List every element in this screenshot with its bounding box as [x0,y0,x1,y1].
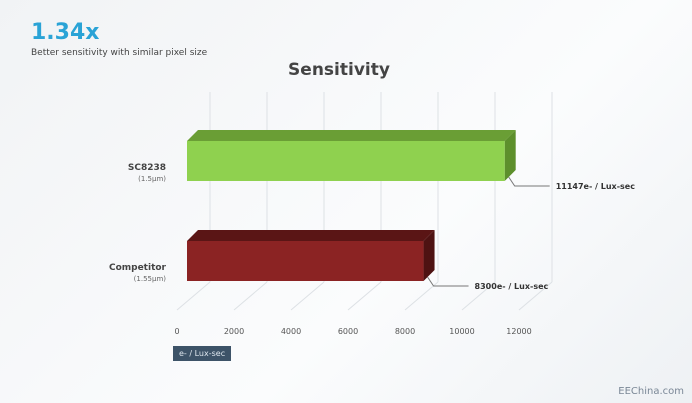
category-sublabel: (1.55µm) [134,275,167,283]
chart-title: Sensitivity [288,60,390,80]
gridline-diagonal [461,281,496,311]
subtitle: Better sensitivity with similar pixel si… [31,48,208,58]
leader-line [508,176,550,187]
gridline-diagonal [347,281,382,311]
gridline-diagonal [233,281,268,311]
headline: 1.34x [31,20,100,45]
gridline-diagonal [290,281,325,311]
gridline-diagonal [404,281,439,311]
data-label: 11147e- / Lux-sec [556,182,636,191]
gridline-diagonal [518,281,553,311]
bar-side [423,230,435,281]
bar-side [504,130,516,181]
category-label: SC8238 [128,163,166,173]
leader-line [427,276,469,287]
x-tick-label: 2000 [224,327,244,336]
bar-competitor [187,241,424,281]
watermark: EEChina.com [618,386,684,397]
x-tick-label: 4000 [281,327,301,336]
x-axis-label: e- / Lux-sec [173,346,232,361]
x-tick-label: 6000 [338,327,358,336]
category-sublabel: (1.5µm) [138,175,166,183]
x-tick-label: 0 [174,327,179,336]
x-tick-label: 12000 [506,327,531,336]
bar-top [187,130,516,141]
category-label: Competitor [109,263,167,273]
gridline-diagonal [176,281,211,311]
data-label: 8300e- / Lux-sec [475,282,549,291]
bar-sc8238 [187,141,505,181]
x-tick-label: 10000 [449,327,474,336]
x-tick-label: 8000 [395,327,415,336]
bar-top [187,230,435,241]
